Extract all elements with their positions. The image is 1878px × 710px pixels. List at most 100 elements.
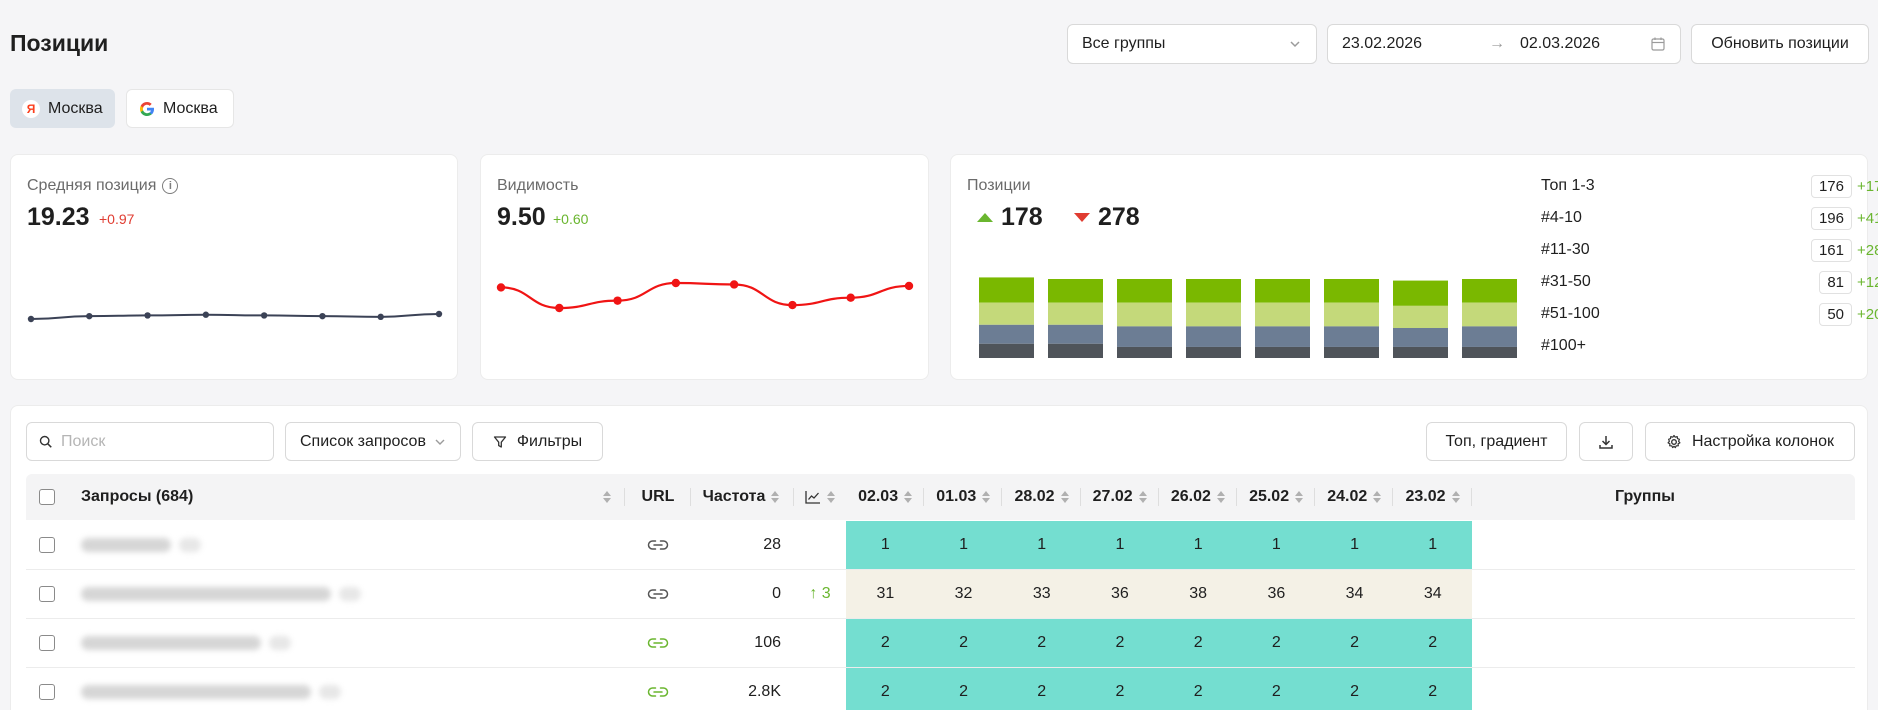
avg-position-label: Средняя позиция (27, 177, 157, 194)
positions-card: Позиции 178 278 Топ 1-3176+17-24#4-10196… (950, 154, 1878, 380)
trend-value (794, 521, 846, 569)
position-cell[interactable]: 2 (1315, 619, 1394, 667)
positions-up: 178 (977, 203, 1043, 232)
header-frequency[interactable]: Частота (691, 474, 791, 520)
query-text-blurred[interactable] (81, 521, 201, 569)
header-date[interactable]: 02.03 (846, 474, 924, 520)
position-cell[interactable]: 2 (1237, 668, 1316, 710)
search-input[interactable] (61, 432, 261, 451)
position-cell[interactable]: 2 (1080, 668, 1160, 710)
sparkline-point (846, 293, 855, 302)
position-cell[interactable]: 34 (1315, 570, 1394, 618)
header-trend[interactable] (794, 474, 846, 520)
position-cell[interactable]: 1 (1158, 521, 1238, 569)
position-cell[interactable]: 2 (1393, 668, 1473, 710)
download-button[interactable] (1579, 422, 1633, 461)
search-icon (39, 435, 52, 448)
position-cell[interactable]: 2 (1237, 619, 1316, 667)
url-link-icon[interactable] (626, 619, 690, 667)
position-cell[interactable]: 1 (1315, 521, 1394, 569)
header-date[interactable]: 23.02 (1393, 474, 1471, 520)
position-cell[interactable]: 2 (1158, 619, 1238, 667)
position-cell[interactable]: 36 (1080, 570, 1160, 618)
position-cell[interactable]: 1 (846, 521, 925, 569)
position-cell[interactable]: 31 (846, 570, 925, 618)
position-cell[interactable]: 2 (846, 668, 925, 710)
position-cell[interactable]: 2 (1080, 619, 1160, 667)
row-checkbox[interactable] (39, 635, 55, 651)
stacked-bar-segment (979, 324, 1034, 344)
position-cell[interactable]: 34 (1393, 570, 1473, 618)
region-tab-google[interactable]: Москва (126, 89, 234, 128)
sort-icon[interactable] (827, 491, 835, 503)
info-icon[interactable]: i (162, 178, 179, 194)
position-cell[interactable]: 2 (924, 668, 1003, 710)
table-row[interactable]: 106 2 2 2 2 2 2 2 2 (26, 619, 1855, 668)
sort-icon[interactable] (1295, 491, 1304, 503)
query-text-blurred[interactable] (81, 570, 361, 618)
group-select[interactable]: Все группы (1067, 24, 1317, 64)
position-cell[interactable]: 32 (924, 570, 1003, 618)
sort-icon[interactable] (1216, 491, 1225, 503)
url-link-icon[interactable] (626, 570, 690, 618)
sort-icon[interactable] (982, 491, 991, 503)
url-link-icon[interactable] (626, 668, 690, 710)
refresh-positions-button[interactable]: Обновить позиции (1691, 24, 1869, 64)
column-settings-button[interactable]: Настройка колонок (1645, 422, 1855, 461)
sparkline-point (86, 312, 93, 320)
date-range-picker[interactable]: 23.02.2026 → 02.03.2026 (1327, 24, 1681, 64)
sort-icon[interactable] (603, 491, 611, 503)
date-from[interactable]: 23.02.2026 (1342, 35, 1423, 52)
filters-button[interactable]: Фильтры (472, 422, 603, 461)
header-date[interactable]: 28.02 (1002, 474, 1080, 520)
position-cell[interactable]: 2 (1002, 668, 1082, 710)
query-list-select[interactable]: Список запросов (285, 422, 461, 461)
url-link-icon[interactable] (626, 521, 690, 569)
sort-icon[interactable] (771, 491, 780, 503)
frequency-value: 0 (772, 585, 781, 602)
position-cell[interactable]: 36 (1237, 570, 1316, 618)
header-date[interactable]: 24.02 (1315, 474, 1393, 520)
position-cell[interactable]: 1 (924, 521, 1003, 569)
position-cell[interactable]: 2 (846, 619, 925, 667)
header-date[interactable]: 27.02 (1081, 474, 1159, 520)
stacked-bar-segment (1324, 279, 1379, 303)
position-cell[interactable]: 2 (1002, 619, 1082, 667)
frequency-value: 106 (754, 634, 781, 651)
sort-icon[interactable] (1451, 491, 1460, 503)
sort-icon[interactable] (904, 491, 913, 503)
table-row[interactable]: 28 1 1 1 1 1 1 1 1 (26, 521, 1855, 570)
date-to[interactable]: 02.03.2026 (1520, 35, 1601, 52)
position-cell[interactable]: 1 (1002, 521, 1082, 569)
sort-icon[interactable] (1138, 491, 1147, 503)
header-date[interactable]: 01.03 (924, 474, 1002, 520)
table-row[interactable]: 2.8K 2 2 2 2 2 2 2 2 (26, 668, 1855, 710)
header-date[interactable]: 26.02 (1159, 474, 1237, 520)
query-text-blurred[interactable] (81, 668, 341, 710)
queries-table-panel: Список запросов Фильтры Топ, градиент На… (10, 405, 1868, 710)
position-cell[interactable]: 33 (1002, 570, 1082, 618)
position-cell[interactable]: 2 (1393, 619, 1473, 667)
region-tab-yandex[interactable]: Я Москва (10, 89, 115, 128)
select-all-checkbox[interactable] (39, 489, 55, 505)
position-cell[interactable]: 1 (1237, 521, 1316, 569)
region-label: Москва (163, 99, 218, 117)
position-cell[interactable]: 1 (1393, 521, 1473, 569)
row-checkbox[interactable] (39, 537, 55, 553)
position-cell[interactable]: 1 (1080, 521, 1160, 569)
header-queries[interactable]: Запросы (684) (81, 474, 611, 520)
search-box[interactable] (26, 422, 274, 461)
position-cell[interactable]: 2 (1315, 668, 1394, 710)
row-checkbox[interactable] (39, 586, 55, 602)
top-gradient-button[interactable]: Топ, градиент (1426, 422, 1567, 461)
sort-icon[interactable] (1373, 491, 1382, 503)
query-text-blurred[interactable] (81, 619, 291, 667)
table-row[interactable]: 0 ↑ 3 31 32 33 36 38 36 34 34 (26, 570, 1855, 619)
row-checkbox[interactable] (39, 684, 55, 700)
sort-icon[interactable] (1060, 491, 1069, 503)
header-date[interactable]: 25.02 (1237, 474, 1315, 520)
position-cell[interactable]: 38 (1158, 570, 1238, 618)
position-cell[interactable]: 2 (1158, 668, 1238, 710)
position-cell[interactable]: 2 (924, 619, 1003, 667)
